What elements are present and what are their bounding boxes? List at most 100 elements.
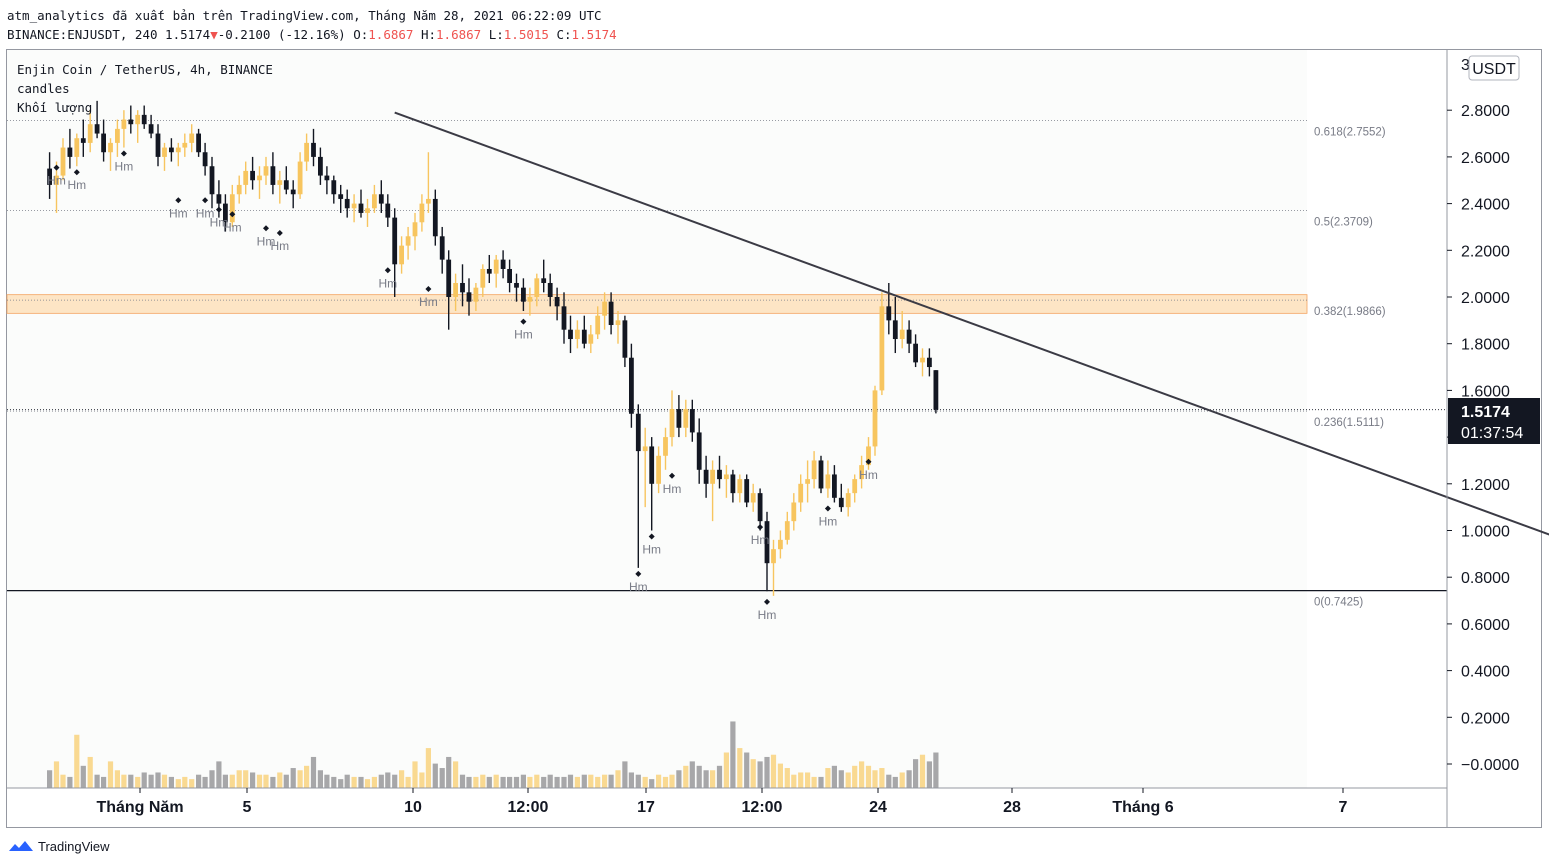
time-tick-label: 7 xyxy=(1339,799,1348,816)
volume-bar xyxy=(493,774,499,788)
hm-marker-label: Hm xyxy=(196,206,215,220)
hm-marker-diamond xyxy=(262,225,269,232)
volume-bar xyxy=(567,774,574,788)
candle-body xyxy=(683,409,689,428)
hm-marker-diamond xyxy=(202,197,209,204)
hm-marker-diamond xyxy=(384,267,391,274)
symbol-info-line: BINANCE:ENJUSDT, 240 1.5174▼-0.2100 (-12… xyxy=(7,27,617,42)
candle-body xyxy=(784,521,790,540)
high-value: 1.6867 xyxy=(436,27,482,42)
volume-bar xyxy=(399,770,405,788)
hm-marker-diamond xyxy=(668,472,675,479)
candle-body xyxy=(710,469,715,484)
hm-marker-diamond xyxy=(520,318,527,325)
candle-body xyxy=(141,114,147,125)
volume-bar xyxy=(385,772,391,788)
close-label: C: xyxy=(556,27,572,42)
candle-body xyxy=(588,334,594,344)
candle-body xyxy=(608,301,614,326)
hm-marker-diamond xyxy=(824,505,831,512)
volume-bar xyxy=(473,776,479,788)
footer-brand[interactable]: TradingView xyxy=(8,838,110,854)
candle-body xyxy=(561,306,567,330)
hm-marker-label: Hm xyxy=(629,580,648,594)
candle-body xyxy=(737,479,743,494)
volume-bar xyxy=(879,768,885,788)
price-tick-label-top: 3 xyxy=(1461,57,1470,74)
last-price-badge xyxy=(1448,398,1540,444)
candle-body xyxy=(283,180,289,190)
down-arrow-icon: ▼ xyxy=(210,27,218,42)
candle-body xyxy=(60,147,66,176)
volume-bar xyxy=(852,765,858,788)
candle-body xyxy=(460,282,465,293)
volume-bar xyxy=(256,774,263,788)
candle-body xyxy=(202,152,208,167)
candle-body xyxy=(831,474,837,498)
volume-bar xyxy=(209,770,215,788)
candle-body xyxy=(372,194,377,209)
chart-legend-series[interactable]: candles xyxy=(17,81,70,96)
candle-body xyxy=(602,301,608,316)
volume-bar xyxy=(744,752,750,788)
candle-body xyxy=(920,357,925,363)
volume-bar xyxy=(615,770,621,788)
hm-marker-label: Hm xyxy=(47,174,66,188)
candle-body xyxy=(879,306,885,391)
candle-body xyxy=(432,198,438,237)
candle-body xyxy=(263,166,269,176)
volume-bar xyxy=(709,770,716,788)
candle-body xyxy=(872,390,878,447)
candle-body xyxy=(101,133,106,153)
volume-bar xyxy=(317,770,324,788)
candle-body xyxy=(838,497,844,508)
volume-bar xyxy=(899,772,905,788)
chart-legend-title[interactable]: Enjin Coin / TetherUS, 4h, BINANCE xyxy=(17,62,273,77)
candle-body xyxy=(115,128,120,143)
volume-bar xyxy=(919,754,926,788)
symbol-price: BINANCE:ENJUSDT, 240 1.5174 xyxy=(7,27,211,42)
candle-body xyxy=(121,119,127,129)
bar-countdown: 01:37:54 xyxy=(1461,425,1523,442)
price-tick-label: 1.6000 xyxy=(1461,383,1510,400)
volume-bar xyxy=(926,761,933,788)
candle-body xyxy=(324,175,330,181)
high-label: H: xyxy=(420,27,437,42)
candle-body xyxy=(399,245,405,265)
volume-bar xyxy=(703,770,709,788)
candle-body xyxy=(615,320,621,326)
price-tick-label: 1.0000 xyxy=(1461,524,1510,541)
candle-body xyxy=(236,184,242,195)
price-tick-label: 0.8000 xyxy=(1461,570,1510,587)
volume-bar xyxy=(338,779,344,788)
volume-bar xyxy=(80,765,86,788)
hm-marker-diamond xyxy=(635,570,642,577)
time-tick-label: 5 xyxy=(243,799,252,816)
candle-body xyxy=(297,161,303,195)
hm-marker-diamond xyxy=(648,533,655,540)
volume-bar xyxy=(777,763,783,788)
chart-frame[interactable] xyxy=(6,49,1542,828)
volume-bar xyxy=(581,774,587,788)
volume-bar xyxy=(100,776,107,788)
time-tick-label: 12:00 xyxy=(508,799,549,816)
candle-body xyxy=(669,409,675,438)
candle-body xyxy=(358,203,364,213)
candle-body xyxy=(886,306,892,321)
candle-body xyxy=(805,479,811,484)
volume-bar xyxy=(838,770,844,788)
volume-bar xyxy=(196,774,202,788)
volume-bar xyxy=(513,776,520,788)
volume-bar xyxy=(155,772,161,788)
candle-body xyxy=(425,198,431,204)
chart-legend-volume[interactable]: Khối lượng xyxy=(17,100,93,115)
candle-body xyxy=(730,474,736,494)
candle-body xyxy=(771,549,776,564)
hm-marker-diamond xyxy=(764,598,771,605)
volume-bar xyxy=(216,761,222,788)
time-tick-label: Tháng 6 xyxy=(1112,799,1173,816)
volume-bar xyxy=(378,774,384,788)
candle-body xyxy=(270,166,276,185)
volume-bar xyxy=(500,776,506,788)
